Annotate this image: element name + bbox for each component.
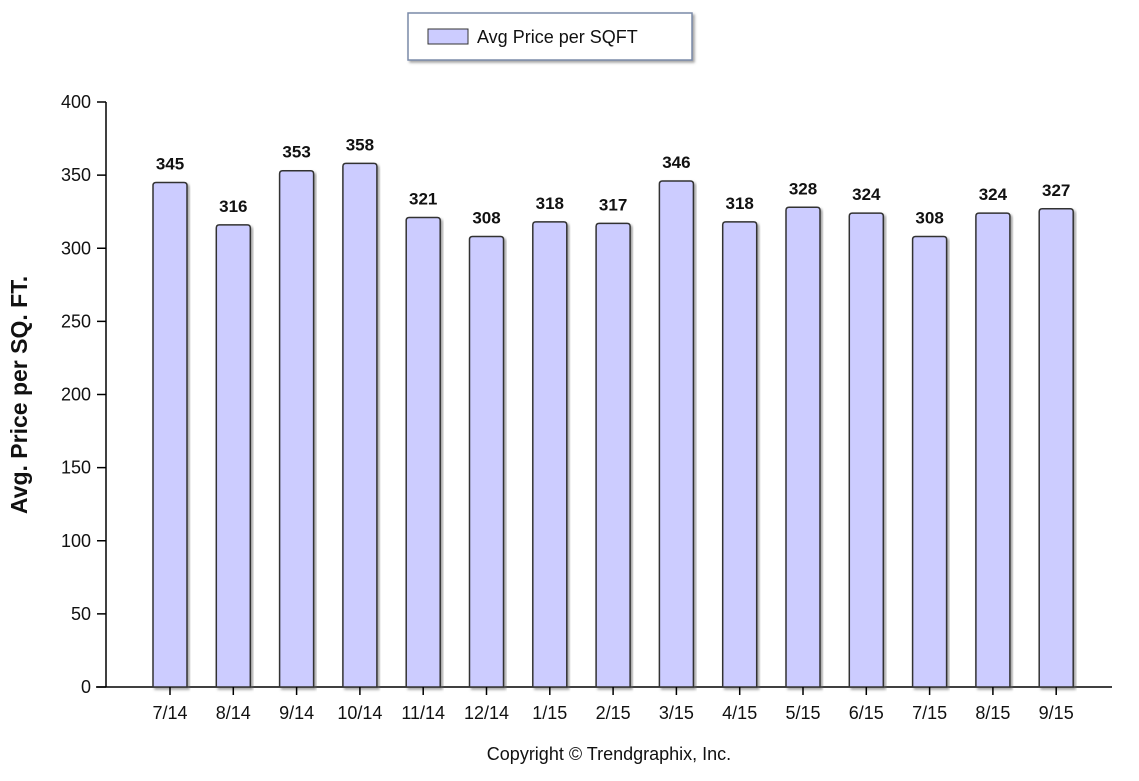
bar-value-label: 324 bbox=[979, 185, 1008, 204]
legend: Avg Price per SQFT bbox=[407, 12, 693, 61]
legend-swatch bbox=[427, 28, 469, 45]
bars: 345 316 353 358 321 308 318 317 346 318 328 324 308 3… bbox=[152, 135, 1074, 688]
bar-group: 308 bbox=[468, 209, 505, 688]
bar bbox=[468, 235, 505, 688]
bar-group: 328 bbox=[785, 179, 821, 688]
x-axis-labels: 7/14 8/14 9/14 10/14 11/14 12/14 1/15 2/15 3/15 4… bbox=[152, 687, 1074, 723]
x-tick-label: 7/14 bbox=[152, 703, 187, 723]
x-tick-label: 7/15 bbox=[912, 703, 947, 723]
bar-value-label: 318 bbox=[726, 194, 754, 213]
bar-value-label: 327 bbox=[1042, 181, 1070, 200]
y-tick-label: 50 bbox=[71, 604, 91, 624]
bar-value-label: 321 bbox=[409, 190, 437, 209]
bar-value-label: 328 bbox=[789, 179, 817, 198]
bar-group: 308 bbox=[911, 209, 948, 688]
bar-group: 318 bbox=[721, 194, 758, 688]
bar bbox=[595, 222, 631, 688]
y-tick-label: 200 bbox=[61, 385, 91, 405]
bar bbox=[975, 212, 1011, 688]
bar-value-label: 308 bbox=[915, 209, 943, 228]
bar-group: 345 bbox=[152, 154, 188, 688]
x-tick-label: 6/15 bbox=[849, 703, 884, 723]
x-tick-label: 8/15 bbox=[975, 703, 1010, 723]
bar-group: 358 bbox=[342, 135, 378, 688]
x-tick-label: 12/14 bbox=[464, 703, 509, 723]
bar-value-label: 358 bbox=[346, 135, 374, 154]
x-tick-label: 10/14 bbox=[337, 703, 382, 723]
bar bbox=[911, 235, 948, 688]
bar bbox=[278, 169, 315, 688]
y-tick-label: 400 bbox=[61, 92, 91, 112]
bar-group: 327 bbox=[1038, 181, 1074, 688]
x-tick-label: 9/15 bbox=[1039, 703, 1074, 723]
bar-group: 353 bbox=[278, 143, 315, 688]
bar-group: 317 bbox=[595, 195, 631, 688]
copyright-text: Copyright © Trendgraphix, Inc. bbox=[487, 744, 731, 764]
bar bbox=[658, 180, 695, 688]
bar bbox=[405, 216, 441, 688]
y-axis-title: Avg. Price per SQ. FT. bbox=[6, 276, 32, 514]
y-tick-label: 0 bbox=[81, 677, 91, 697]
bar-value-label: 308 bbox=[472, 209, 500, 228]
bar-value-label: 345 bbox=[156, 154, 184, 173]
x-tick-label: 4/15 bbox=[722, 703, 757, 723]
bar-value-label: 318 bbox=[536, 194, 564, 213]
x-tick-label: 1/15 bbox=[532, 703, 567, 723]
bar-group: 318 bbox=[532, 194, 568, 688]
bar bbox=[532, 221, 568, 688]
y-tick-label: 100 bbox=[61, 531, 91, 551]
x-tick-label: 2/15 bbox=[596, 703, 631, 723]
y-tick-label: 350 bbox=[61, 165, 91, 185]
bar bbox=[1038, 208, 1074, 688]
bar-group: 324 bbox=[848, 185, 885, 688]
bar-value-label: 324 bbox=[852, 185, 881, 204]
bar-value-label: 317 bbox=[599, 195, 627, 214]
bar-value-label: 353 bbox=[282, 143, 310, 162]
bar-group: 346 bbox=[658, 153, 695, 688]
x-tick-label: 11/14 bbox=[401, 703, 445, 723]
y-axis-ticks: 0 50 100 150 200 250 300 350 400 bbox=[61, 92, 106, 697]
bar-group: 321 bbox=[405, 190, 441, 688]
bar bbox=[342, 162, 378, 688]
bar bbox=[785, 206, 821, 688]
bar-value-label: 346 bbox=[662, 153, 690, 172]
y-tick-label: 250 bbox=[61, 311, 91, 331]
x-tick-label: 3/15 bbox=[659, 703, 694, 723]
y-tick-label: 150 bbox=[61, 458, 91, 478]
bar-group: 324 bbox=[975, 185, 1011, 688]
bar bbox=[721, 221, 758, 688]
x-tick-label: 5/15 bbox=[785, 703, 820, 723]
y-tick-label: 300 bbox=[61, 238, 91, 258]
bar bbox=[848, 212, 885, 688]
bar-group: 316 bbox=[215, 197, 252, 688]
bar bbox=[215, 224, 252, 688]
legend-label: Avg Price per SQFT bbox=[477, 27, 638, 47]
x-tick-label: 9/14 bbox=[279, 703, 314, 723]
bar bbox=[152, 181, 188, 688]
x-tick-label: 8/14 bbox=[216, 703, 251, 723]
bar-value-label: 316 bbox=[219, 197, 247, 216]
